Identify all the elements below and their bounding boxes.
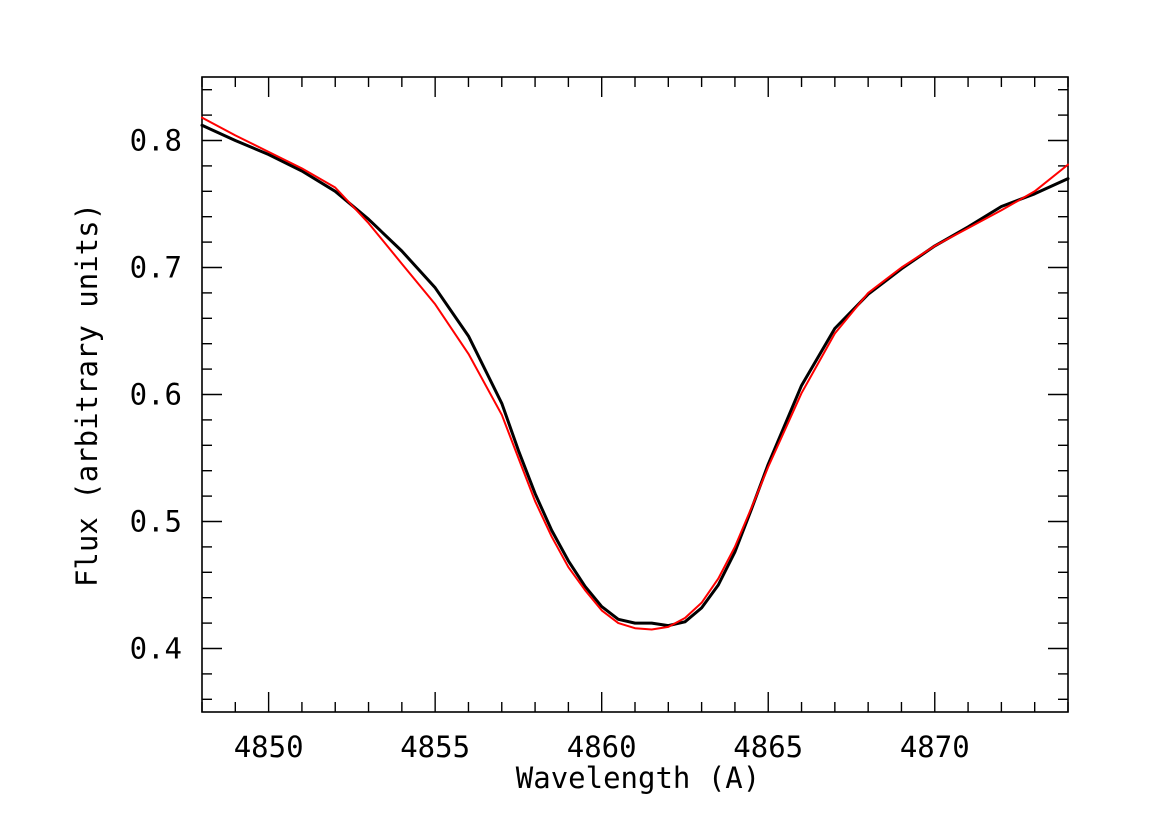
- x-tick-label: 4855: [400, 730, 470, 764]
- y-tick-label: 0.7: [130, 251, 182, 285]
- y-axis-title: Flux (arbitrary units): [70, 203, 104, 587]
- x-tick-label: 4850: [234, 730, 304, 764]
- model-fit-line: [201, 116, 1069, 631]
- x-tick-label: 4865: [733, 730, 803, 764]
- observed-spectrum-line: [200, 123, 1070, 628]
- plot-area: [200, 116, 1070, 631]
- x-tick-label: 4870: [900, 730, 970, 764]
- y-tick-label: 0.8: [130, 124, 182, 158]
- y-tick-labels: 0.4 0.5 0.6 0.7 0.8: [130, 124, 182, 666]
- y-tick-label: 0.5: [130, 505, 182, 539]
- y-tick-label: 0.6: [130, 378, 182, 412]
- x-axis-title: Wavelength (A): [516, 761, 760, 795]
- x-tick-labels: 4850 4855 4860 4865 4870: [234, 730, 970, 764]
- y-tick-label: 0.4: [130, 632, 182, 666]
- plot-frame: [201, 76, 1069, 713]
- axis-ticks: [201, 77, 1069, 712]
- x-tick-label: 4860: [567, 730, 637, 764]
